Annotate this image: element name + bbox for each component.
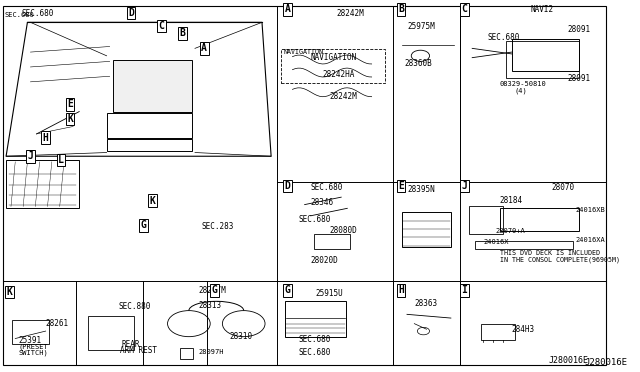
- Text: ARM REST: ARM REST: [120, 346, 157, 355]
- Text: NAVIGATION: NAVIGATION: [284, 49, 323, 55]
- Text: G: G: [285, 285, 291, 295]
- Text: (PRESET: (PRESET: [19, 343, 48, 350]
- Text: B: B: [398, 4, 404, 14]
- Text: SEC.680: SEC.680: [21, 9, 54, 17]
- Text: D: D: [285, 181, 291, 191]
- Text: 28242HA: 28242HA: [323, 70, 355, 79]
- Text: 24016XA: 24016XA: [576, 237, 605, 243]
- Text: 28261: 28261: [45, 319, 69, 328]
- Text: SWITCH): SWITCH): [19, 349, 48, 356]
- Bar: [6, 160, 79, 208]
- Text: G: G: [212, 285, 218, 295]
- Text: J: J: [461, 181, 467, 191]
- Text: 08329-50810: 08329-50810: [500, 81, 547, 87]
- Text: 28346: 28346: [311, 198, 334, 207]
- Text: REAR: REAR: [122, 340, 140, 349]
- Text: 25391: 25391: [19, 336, 42, 345]
- Text: IN THE CONSOL COMPLETE(96905M): IN THE CONSOL COMPLETE(96905M): [500, 256, 620, 263]
- Text: 284H3: 284H3: [512, 325, 535, 334]
- Bar: [107, 113, 192, 138]
- Text: L: L: [58, 155, 64, 165]
- Text: H: H: [398, 285, 404, 295]
- Bar: [180, 348, 193, 359]
- Bar: [469, 206, 502, 234]
- Text: 28310: 28310: [229, 332, 252, 341]
- Text: 28070+A: 28070+A: [495, 228, 525, 234]
- Bar: [113, 60, 192, 112]
- Text: 28257M: 28257M: [198, 286, 227, 295]
- Text: 28313: 28313: [198, 301, 221, 310]
- Bar: [314, 234, 350, 249]
- Bar: [107, 139, 192, 151]
- Text: C: C: [159, 21, 164, 31]
- Text: NAVIGATION: NAVIGATION: [311, 53, 357, 62]
- Text: 28360B: 28360B: [404, 59, 432, 68]
- Text: 28184: 28184: [500, 196, 523, 205]
- Text: SEC.880: SEC.880: [119, 302, 151, 311]
- Text: E: E: [67, 99, 73, 109]
- Text: SEC.680: SEC.680: [298, 335, 331, 344]
- Text: A: A: [201, 44, 207, 53]
- Text: I: I: [461, 285, 467, 295]
- Text: 28242M: 28242M: [337, 9, 364, 17]
- Bar: [402, 212, 451, 247]
- Text: D: D: [128, 8, 134, 18]
- Text: A: A: [285, 4, 291, 14]
- Text: 25915U: 25915U: [316, 289, 343, 298]
- Text: SEC.680: SEC.680: [5, 12, 35, 18]
- Text: 28070: 28070: [552, 183, 575, 192]
- Bar: [285, 301, 346, 337]
- Text: B: B: [180, 29, 186, 38]
- Bar: [282, 49, 385, 83]
- Text: 24016XB: 24016XB: [576, 207, 605, 213]
- Bar: [88, 316, 134, 350]
- Text: SEC.680: SEC.680: [298, 348, 331, 357]
- Text: SEC.283: SEC.283: [201, 222, 234, 231]
- Text: SEC.680: SEC.680: [311, 183, 343, 192]
- Text: 28080D: 28080D: [329, 226, 356, 235]
- Text: 28020D: 28020D: [311, 256, 339, 265]
- Text: 28091: 28091: [568, 25, 591, 34]
- Text: 24016X: 24016X: [483, 239, 509, 245]
- Text: E: E: [398, 181, 404, 191]
- Text: 28395N: 28395N: [407, 185, 435, 194]
- Text: J: J: [28, 151, 33, 161]
- Bar: [506, 41, 579, 78]
- Text: 25975M: 25975M: [407, 22, 435, 31]
- Text: K: K: [67, 114, 73, 124]
- Text: 28242M: 28242M: [329, 92, 356, 101]
- Text: C: C: [461, 4, 467, 14]
- Text: H: H: [43, 133, 49, 142]
- Text: 28091: 28091: [568, 74, 591, 83]
- Text: J280016E: J280016E: [548, 356, 588, 365]
- Bar: [12, 320, 49, 344]
- Text: THIS DVD DECK IS INCLUDED: THIS DVD DECK IS INCLUDED: [500, 250, 600, 256]
- Text: G: G: [140, 220, 146, 230]
- Text: SEC.680: SEC.680: [298, 215, 331, 224]
- Text: 28097H: 28097H: [198, 349, 224, 355]
- Bar: [481, 324, 515, 340]
- Text: K: K: [149, 196, 156, 206]
- Text: J280016E: J280016E: [585, 358, 628, 367]
- Text: K: K: [6, 287, 12, 297]
- Text: NAVI2: NAVI2: [530, 5, 553, 14]
- Text: (4): (4): [515, 88, 527, 94]
- Bar: [512, 39, 579, 71]
- Text: 28363: 28363: [414, 299, 437, 308]
- Bar: [500, 208, 579, 231]
- Bar: [476, 241, 573, 249]
- Text: SEC.680: SEC.680: [488, 33, 520, 42]
